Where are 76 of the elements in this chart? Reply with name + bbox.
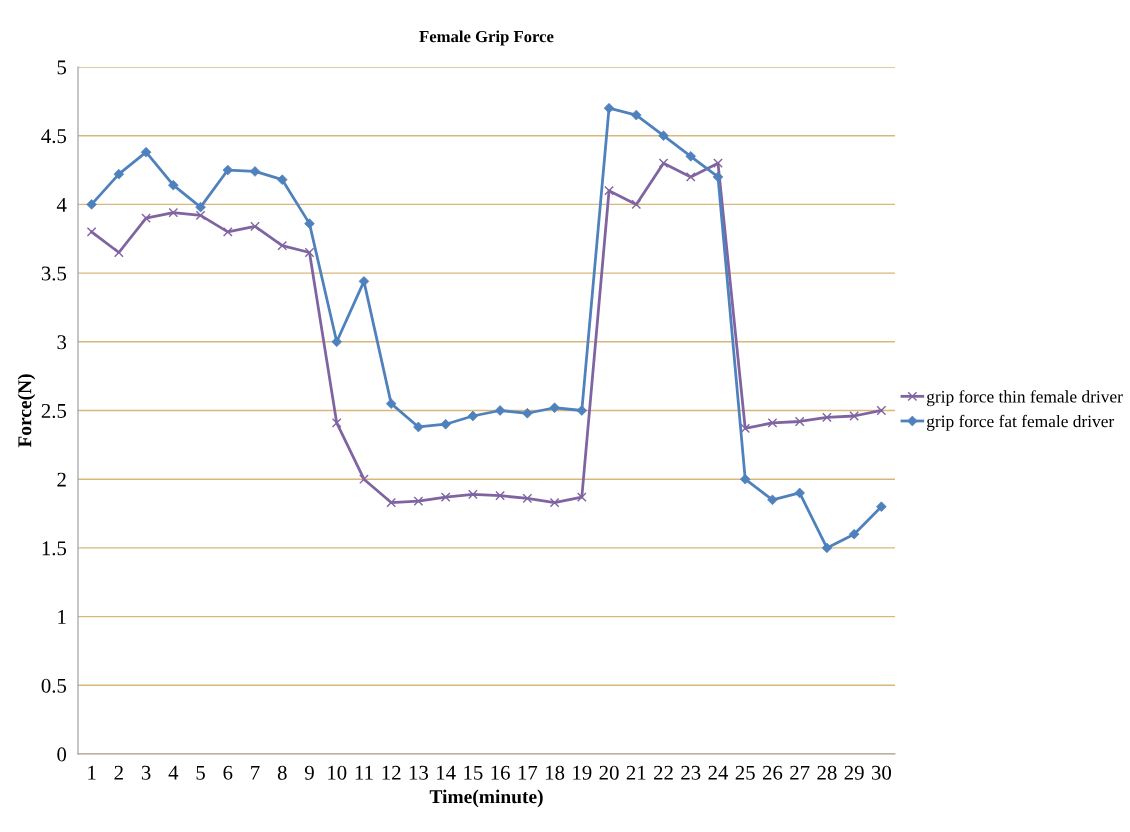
point — [658, 158, 669, 169]
y-tick-label: 2.5 — [41, 403, 67, 419]
point — [576, 492, 587, 502]
point — [549, 497, 560, 508]
x-tick-label: 14 — [437, 765, 456, 780]
y-tick-label: 5 — [57, 60, 67, 75]
point — [876, 405, 887, 416]
point — [359, 474, 369, 485]
point — [522, 493, 533, 504]
x-tick-label: 1 — [88, 765, 96, 780]
x-tick-label: 17 — [518, 765, 538, 780]
x-tick-label: 10 — [328, 765, 347, 780]
point — [849, 411, 860, 421]
point — [604, 185, 614, 196]
y-tick-label: 3.5 — [41, 266, 67, 281]
point — [331, 418, 342, 428]
x-tick-label: 20 — [599, 765, 619, 780]
point — [468, 489, 478, 500]
legend-label: grip force thin female driver — [927, 390, 1123, 407]
x-axis-title: Time(minute) — [429, 789, 543, 808]
y-tick-label: 3 — [57, 335, 67, 350]
x-tick-label: 8 — [277, 765, 287, 780]
x-tick-label: 11 — [355, 765, 373, 780]
y-tick-label: 0 — [57, 747, 67, 762]
x-tick-label: 24 — [708, 765, 729, 780]
y-tick-label: 1 — [58, 610, 66, 624]
point — [195, 210, 206, 221]
x-tick-label: 15 — [464, 765, 483, 780]
x-tick-label: 23 — [681, 765, 701, 780]
point — [250, 221, 260, 232]
point — [277, 240, 288, 251]
point — [86, 227, 97, 237]
x-tick-label: 2 — [114, 765, 123, 780]
x-tick-label: 4 — [168, 765, 179, 780]
point — [822, 412, 832, 423]
x-tick-label: 6 — [223, 765, 233, 780]
point — [767, 418, 778, 428]
point — [413, 496, 424, 507]
x-tick-label: 18 — [546, 765, 565, 780]
x-tick-label: 29 — [844, 765, 864, 780]
point — [685, 172, 696, 182]
point — [222, 227, 233, 237]
y-tick-label: 2 — [57, 472, 66, 487]
x-tick-label: 30 — [871, 765, 892, 780]
y-tick-label: 4 — [56, 197, 67, 212]
y-tick-label: 1.5 — [42, 541, 67, 556]
chart-title: Female Grip Force — [419, 30, 554, 46]
point — [740, 423, 751, 434]
point — [440, 492, 451, 502]
point — [794, 416, 805, 427]
x-tick-label: 12 — [382, 765, 401, 780]
point — [713, 158, 723, 169]
x-tick-label: 13 — [409, 765, 429, 780]
x-tick-label: 9 — [304, 765, 314, 780]
legend-label: grip force fat female driver — [927, 414, 1115, 431]
x-tick-label: 25 — [735, 765, 755, 780]
point — [113, 247, 124, 258]
y-axis-title: Force(N) — [17, 374, 36, 448]
x-tick-label: 5 — [196, 765, 205, 780]
point — [168, 207, 179, 218]
x-tick-label: 28 — [817, 765, 837, 780]
point — [304, 247, 315, 258]
x-tick-label: 16 — [491, 765, 510, 780]
point — [495, 490, 505, 501]
y-tick-label: 4.5 — [41, 129, 67, 144]
x-tick-label: 22 — [654, 765, 673, 780]
x-tick-label: 21 — [626, 765, 646, 780]
point — [141, 213, 151, 224]
x-tick-label: 7 — [251, 765, 260, 780]
y-tick-label: 0.5 — [41, 678, 67, 693]
point — [631, 199, 642, 210]
x-tick-label: 3 — [141, 765, 151, 780]
x-tick-label: 27 — [790, 765, 810, 780]
point — [386, 497, 397, 508]
x-tick-label: 26 — [762, 765, 783, 780]
x-tick-label: 19 — [573, 765, 592, 780]
